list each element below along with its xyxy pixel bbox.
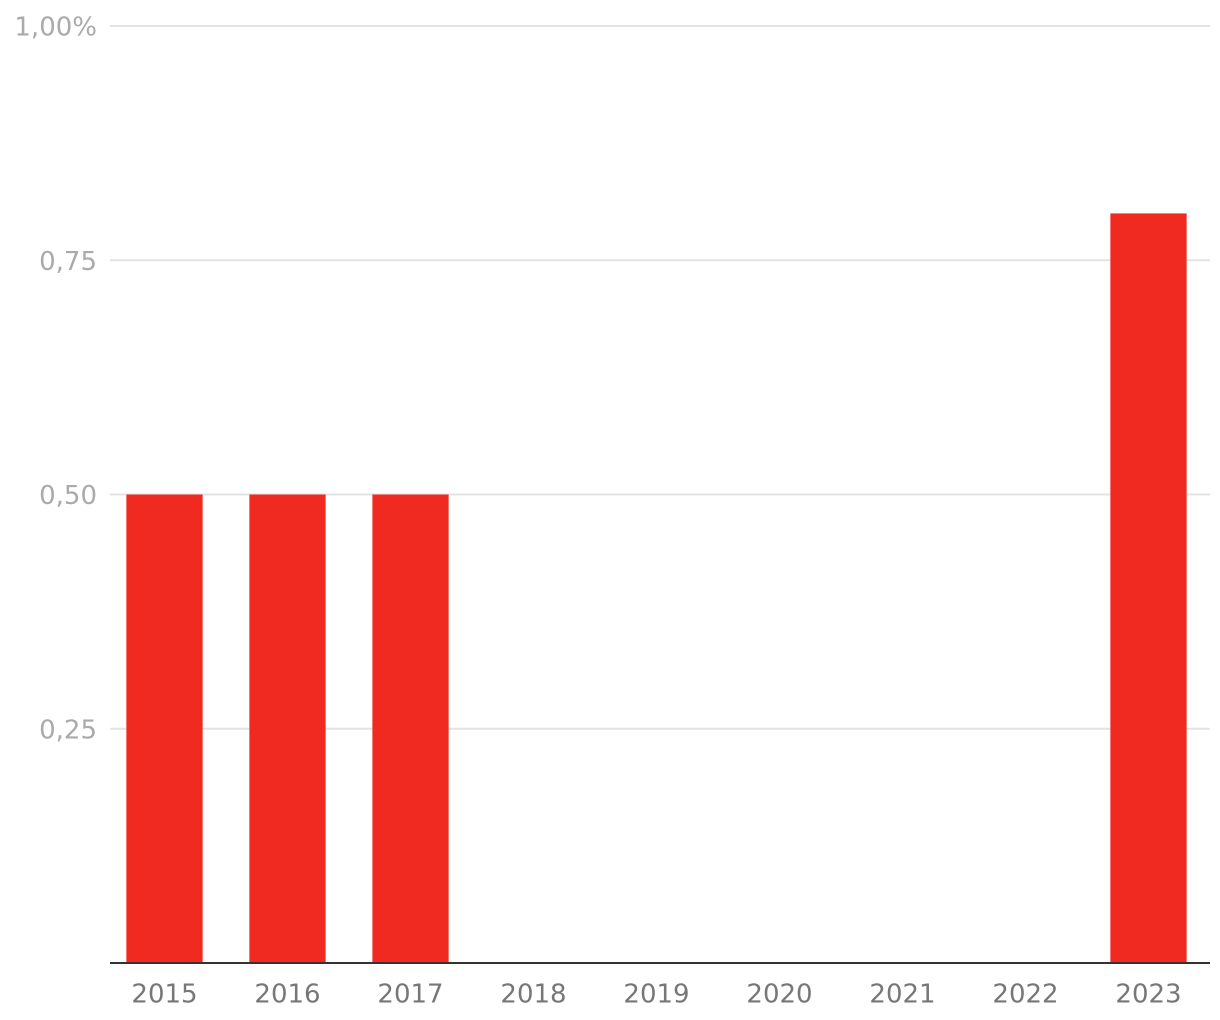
x-tick-label: 2018 bbox=[500, 980, 566, 1010]
x-tick-label: 2022 bbox=[992, 980, 1058, 1010]
bar bbox=[372, 494, 449, 963]
x-tick-label: 2016 bbox=[254, 980, 320, 1010]
bar bbox=[1110, 213, 1187, 963]
y-tick-label: 0,25 bbox=[39, 715, 97, 745]
y-tick-label: 0,75 bbox=[39, 247, 97, 277]
x-tick-label: 2021 bbox=[869, 980, 935, 1010]
bar bbox=[126, 494, 203, 963]
x-tick-label: 2020 bbox=[746, 980, 812, 1010]
y-tick-label: 0,50 bbox=[39, 481, 97, 511]
x-tick-label: 2023 bbox=[1115, 980, 1181, 1010]
bar bbox=[249, 494, 326, 963]
y-tick-label: 1,00% bbox=[14, 13, 97, 43]
x-tick-label: 2017 bbox=[377, 980, 443, 1010]
x-tick-label: 2019 bbox=[623, 980, 689, 1010]
x-tick-label: 2015 bbox=[131, 980, 197, 1010]
